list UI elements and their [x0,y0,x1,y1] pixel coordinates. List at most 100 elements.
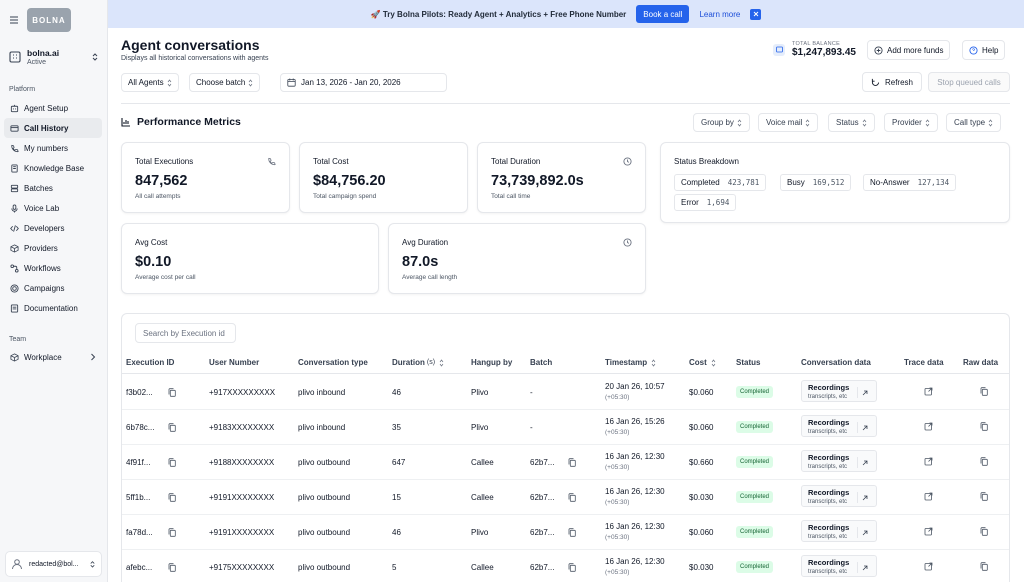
table-row[interactable]: fa78d... +9191XXXXXXXX plivo outbound 46 Pli… [122,515,1009,550]
copy-icon[interactable] [168,388,176,397]
copy-icon[interactable] [568,563,576,572]
cell-hangup-by: Plivo [471,388,489,397]
sidebar-item-batches[interactable]: Batches [4,178,102,198]
status-badge: Completed [736,456,774,468]
sort-icon [925,118,930,127]
external-link-icon[interactable] [924,387,933,396]
menu-icon[interactable] [9,15,19,25]
sidebar-item-agent-setup[interactable]: Agent Setup [4,98,102,118]
nav-platform: Agent Setup Call History My numbers Know… [4,98,102,318]
sidebar-item-documentation[interactable]: Documentation [4,298,102,318]
sidebar-item-developers[interactable]: Developers [4,218,102,238]
stop-queued-calls-button[interactable]: Stop queued calls [928,72,1010,92]
card-value: $0.10 [135,254,172,270]
sidebar-item-campaigns[interactable]: Campaigns [4,278,102,298]
building-icon [8,50,22,64]
status-badge: Completed [736,561,774,573]
table-header: Execution ID User Number Conversation ty… [122,352,1009,374]
external-link-icon[interactable] [924,562,933,571]
copy-icon[interactable] [168,563,176,572]
sidebar-item-knowledge-base[interactable]: Knowledge Base [4,158,102,178]
user-icon [11,558,23,570]
copy-icon[interactable] [168,423,176,432]
user-menu[interactable]: redacted@bol... [5,551,102,577]
table-row[interactable]: afebc... +9175XXXXXXXX plivo outbound 5 Call… [122,550,1009,582]
add-funds-label: Add more funds [887,45,944,55]
copy-icon[interactable] [980,562,988,571]
refresh-button[interactable]: Refresh [862,72,922,92]
recordings-button[interactable]: Recordings transcripts, etc [801,555,877,577]
org-switcher[interactable]: bolna.ai Active [8,48,99,66]
table-row[interactable]: 5ff1b... +9191XXXXXXXX plivo outbound 15 Cal… [122,480,1009,515]
agents-filter[interactable]: All Agents [121,73,179,92]
cell-conversation-type: plivo outbound [298,528,351,537]
chip-value: 169,512 [812,178,845,187]
card-subtext: All call attempts [135,193,181,200]
copy-icon[interactable] [168,493,176,502]
recordings-button[interactable]: Recordings transcripts, etc [801,380,877,402]
sidebar-item-providers[interactable]: Providers [4,238,102,258]
learn-more-link[interactable]: Learn more [699,9,741,19]
book-call-button[interactable]: Book a call [636,5,690,23]
voice-mail-dropdown[interactable]: Voice mail [758,113,819,132]
status-chip-busy: Busy 169,512 [780,174,852,191]
org-name: bolna.ai [27,48,60,58]
batch-filter[interactable]: Choose batch [189,73,261,92]
help-button[interactable]: Help [962,40,1006,60]
external-link-icon[interactable] [924,422,933,431]
sidebar-item-workplace[interactable]: Workplace [4,347,102,367]
book-icon [11,163,18,173]
recordings-button[interactable]: Recordings transcripts, etc [801,415,877,437]
recordings-sublabel: transcripts, etc [808,429,848,435]
th-cost[interactable]: Cost [689,358,716,367]
th-duration[interactable]: Duration (s) [392,358,444,367]
total-balance: TOTAL BALANCE $1,247,893.45 [773,41,856,58]
th-timestamp[interactable]: Timestamp [605,358,656,367]
sidebar-item-label: My numbers [24,143,69,153]
cell-duration: 46 [392,528,401,537]
copy-icon[interactable] [568,528,576,537]
external-link-icon[interactable] [924,492,933,501]
search-input[interactable]: Search by Execution id [135,323,236,343]
th-batch: Batch [530,358,553,367]
table-row[interactable]: 4f91f... +9188XXXXXXXX plivo outbound 647 Ca… [122,445,1009,480]
cell-timestamp: 16 Jan 26, 12:30 [605,522,665,531]
cell-timestamp: 16 Jan 26, 12:30 [605,557,665,566]
recordings-button[interactable]: Recordings transcripts, etc [801,485,877,507]
external-link-icon[interactable] [924,527,933,536]
sidebar-item-workflows[interactable]: Workflows [4,258,102,278]
section-team: Team [9,336,27,343]
copy-icon[interactable] [568,493,576,502]
copy-icon[interactable] [980,492,988,501]
external-link-icon[interactable] [924,457,933,466]
copy-icon[interactable] [980,387,988,396]
date-range-picker[interactable]: Jan 13, 2026 - Jan 20, 2026 [280,73,447,92]
cell-conversation-type: plivo outbound [298,563,351,572]
th-trace-data: Trace data [904,358,944,367]
close-banner-button[interactable] [750,8,762,20]
sidebar-item-label: Providers [24,243,58,253]
sidebar-item-voice-lab[interactable]: Voice Lab [4,198,102,218]
recordings-label: Recordings [808,418,850,427]
copy-icon[interactable] [980,422,988,431]
add-funds-button[interactable]: Add more funds [867,40,951,60]
table-row[interactable]: 6b78c... +9183XXXXXXXX plivo inbound 35 Pliv… [122,410,1009,445]
copy-icon[interactable] [980,457,988,466]
cell-conversation-type: plivo inbound [298,423,346,432]
status-dropdown[interactable]: Status [828,113,875,132]
copy-icon[interactable] [168,528,176,537]
copy-icon[interactable] [568,458,576,467]
copy-icon[interactable] [168,458,176,467]
provider-dropdown[interactable]: Provider [884,113,938,132]
call-type-dropdown[interactable]: Call type [946,113,1002,132]
group-by-dropdown[interactable]: Group by [693,113,750,132]
card-avg-duration: Avg Duration 87.0s Average call length [388,223,646,294]
banner-text: 🚀 Try Bolna Pilots: Ready Agent + Analyt… [370,9,627,19]
copy-icon[interactable] [980,527,988,536]
recordings-button[interactable]: Recordings transcripts, etc [801,520,877,542]
recordings-button[interactable]: Recordings transcripts, etc [801,450,877,472]
table-row[interactable]: f3b02... +917XXXXXXXXX plivo inbound 46 Pliv… [122,375,1009,410]
sidebar-item-call-history[interactable]: Call History [4,118,102,138]
sidebar-item-my-numbers[interactable]: My numbers [4,138,102,158]
th-duration-unit: (s) [426,359,436,366]
